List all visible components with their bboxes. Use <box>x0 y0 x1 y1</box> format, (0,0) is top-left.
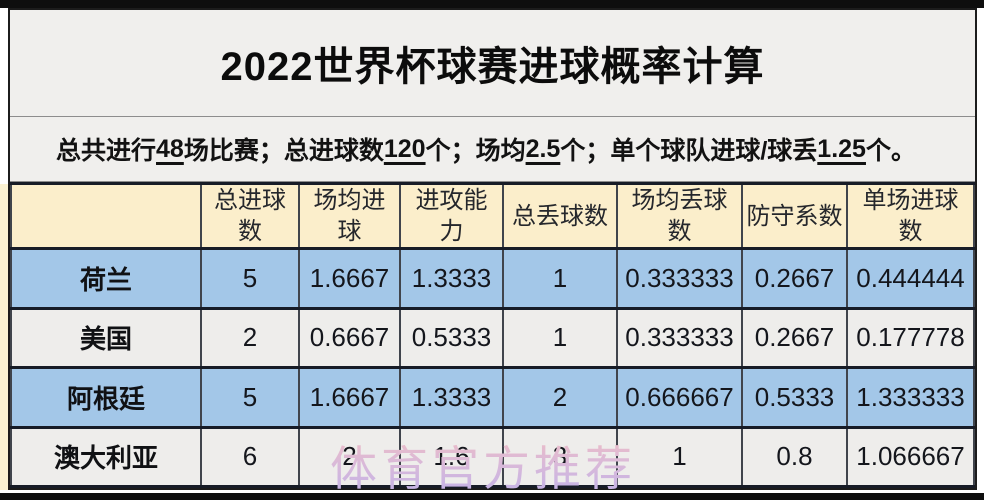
value-cell: 3 <box>502 425 618 489</box>
team-cell: 荷兰 <box>10 247 202 310</box>
column-header-goals-per-match: 场均进 球 <box>298 181 401 251</box>
value-cell: 0.177778 <box>846 306 975 370</box>
stats-table: 总进球 数 场均进 球 进攻能 力 总丢球数 场均丢球 数 防守系数 单场进球 … <box>10 181 975 489</box>
value-cell: 1.333333 <box>846 366 975 429</box>
top-black-bar <box>0 0 984 8</box>
value-cell: 6 <box>200 425 300 489</box>
value-cell: 0.5333 <box>399 306 504 370</box>
value-cell: 0.333333 <box>616 247 743 310</box>
bottom-black-bar <box>0 493 984 500</box>
value-cell: 5 <box>200 366 300 429</box>
value-cell: 1.6667 <box>298 366 401 429</box>
column-header-total-conceded: 总丢球数 <box>502 181 618 251</box>
title-section: 2022世界杯球赛进球概率计算 <box>10 10 975 117</box>
value-cell: 0.333333 <box>616 306 743 370</box>
team-cell: 阿根廷 <box>10 366 202 429</box>
value-cell: 1 <box>616 425 743 489</box>
team-cell: 澳大利亚 <box>10 425 202 489</box>
summary-avg-per-match: 2.5 <box>525 134 561 163</box>
summary-goals-count: 120 <box>383 134 426 163</box>
value-cell: 0.666667 <box>616 366 743 429</box>
table-row-argentina: 阿根廷 5 1.6667 1.3333 2 0.666667 0.5333 1.… <box>10 366 975 429</box>
summary-text: 个；单个球队进球/球丢 <box>560 137 818 165</box>
table-row-usa: 美国 2 0.6667 0.5333 1 0.333333 0.2667 0.1… <box>10 306 975 370</box>
table-header-row: 总进球 数 场均进 球 进攻能 力 总丢球数 场均丢球 数 防守系数 单场进球 … <box>10 181 975 251</box>
column-header-total-goals: 总进球 数 <box>200 181 300 251</box>
value-cell: 1.066667 <box>846 425 975 489</box>
summary-text: 场比赛；总进球数 <box>183 137 384 165</box>
value-cell: 0.6667 <box>298 306 401 370</box>
value-cell: 1.3333 <box>399 366 504 429</box>
summary-text: 总共进行 <box>56 137 157 165</box>
value-cell: 2 <box>502 366 618 429</box>
value-cell: 2 <box>298 425 401 489</box>
left-edge-strip <box>0 184 8 490</box>
column-header-attack-ability: 进攻能 力 <box>399 181 504 251</box>
page-title: 2022世界杯球赛进球概率计算 <box>220 45 765 89</box>
value-cell: 0.8 <box>741 425 848 489</box>
stats-table-container: 总进球 数 场均进 球 进攻能 力 总丢球数 场均丢球 数 防守系数 单场进球 … <box>10 181 975 489</box>
value-cell: 1 <box>502 306 618 370</box>
value-cell: 1.3333 <box>399 247 504 310</box>
summary-matches-count: 48 <box>156 134 184 163</box>
value-cell: 1.6 <box>399 425 504 489</box>
value-cell: 2 <box>200 306 300 370</box>
summary-per-team: 1.25 <box>817 134 866 163</box>
summary-text: 个。 <box>865 137 916 165</box>
column-header-goals-per-game: 单场进球 数 <box>846 181 975 251</box>
table-row-netherlands: 荷兰 5 1.6667 1.3333 1 0.333333 0.2667 0.4… <box>10 247 975 310</box>
column-header-conceded-per-match: 场均丢球 数 <box>616 181 743 251</box>
spreadsheet-panel: 2022世界杯球赛进球概率计算 总共进行 48 场比赛；总进球数 120 个；场均 2.5… <box>8 8 977 490</box>
table-row-australia: 澳大利亚 6 2 1.6 3 1 0.8 1.066667 <box>10 425 975 489</box>
value-cell: 0.2667 <box>741 247 848 310</box>
corner-header-cell <box>10 181 202 251</box>
value-cell: 1.6667 <box>298 247 401 310</box>
summary-line: 总共进行 48 场比赛；总进球数 120 个；场均 2.5 个；单个球队进球/球丢 1.25 个… <box>10 117 975 182</box>
value-cell: 0.2667 <box>741 306 848 370</box>
summary-text: 个；场均 <box>425 137 526 165</box>
team-cell: 美国 <box>10 306 202 370</box>
value-cell: 1 <box>502 247 618 310</box>
column-header-defense-coefficient: 防守系数 <box>741 181 848 251</box>
value-cell: 5 <box>200 247 300 310</box>
value-cell: 0.5333 <box>741 366 848 429</box>
value-cell: 0.444444 <box>846 247 975 310</box>
